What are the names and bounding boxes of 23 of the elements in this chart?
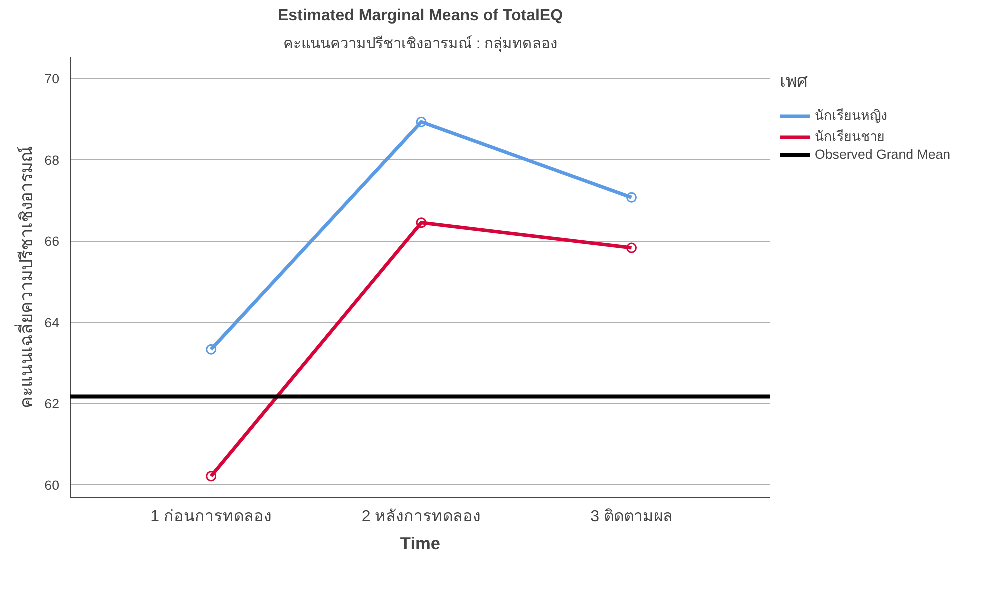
point: [206, 471, 217, 482]
x-tick-label: 1 ก่อนการทดลอง: [150, 508, 272, 526]
y-tick-label: 64: [44, 315, 60, 330]
point: [626, 242, 638, 254]
y-tick-label: 60: [44, 478, 60, 493]
chart-subtitle: คะแนนความปรีชาเชิงอารมณ์ : กลุ่มทดลอง: [283, 36, 558, 52]
x-tick-label: 3 ติดตามผล: [590, 508, 673, 526]
point: [416, 116, 427, 128]
legend-label: นักเรียนชาย: [815, 128, 885, 146]
point: [626, 192, 638, 203]
y-tick-label: 62: [44, 396, 60, 412]
point: [416, 218, 427, 228]
legend-label: นักเรียนหญิง: [815, 107, 888, 125]
legend-label: Observed Grand Mean: [815, 147, 951, 162]
y-tick-label: 66: [44, 234, 60, 250]
y-axis-title: คะแนนเฉลี่ยความปรีชาเชิงอารมณ์: [14, 146, 37, 408]
legend-title: เพศ: [780, 70, 809, 93]
y-tick-label: 70: [44, 72, 60, 87]
x-axis-title: Time: [400, 534, 441, 554]
x-tick-label: 2 หลังการทดลอง: [362, 508, 482, 526]
y-tick-label: 68: [44, 152, 60, 168]
point: [206, 344, 217, 355]
chart-title: Estimated Marginal Means of TotalEQ: [278, 8, 564, 24]
